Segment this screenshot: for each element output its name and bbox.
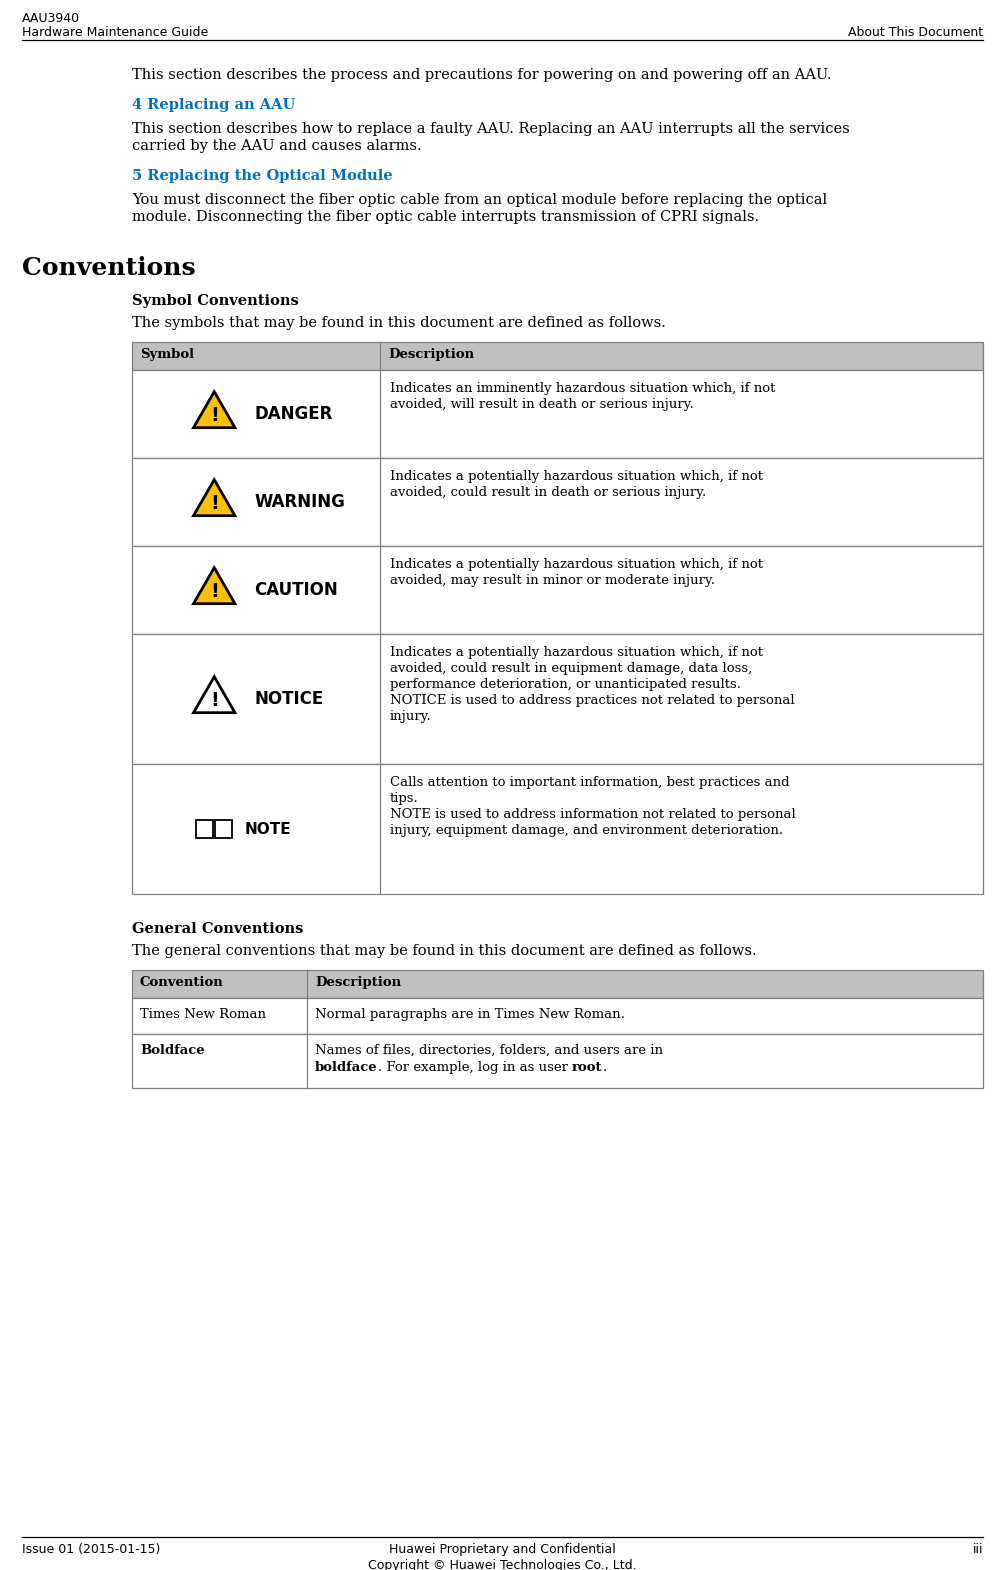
Text: CAUTION: CAUTION [254, 581, 338, 600]
Polygon shape [215, 820, 232, 838]
Text: Indicates an imminently hazardous situation which, if not: Indicates an imminently hazardous situat… [390, 382, 776, 396]
Text: boldface: boldface [315, 1061, 378, 1074]
Text: NOTE is used to address information not related to personal: NOTE is used to address information not … [390, 809, 796, 821]
Text: avoided, will result in death or serious injury.: avoided, will result in death or serious… [390, 399, 693, 411]
Text: Symbol Conventions: Symbol Conventions [132, 294, 298, 308]
Text: root: root [572, 1061, 602, 1074]
Text: Description: Description [388, 349, 474, 361]
Bar [132, 458, 983, 546]
Bar [132, 342, 983, 371]
Text: DANGER: DANGER [254, 405, 333, 422]
Text: This section describes the process and precautions for powering on and powering : This section describes the process and p… [132, 68, 831, 82]
Text: Indicates a potentially hazardous situation which, if not: Indicates a potentially hazardous situat… [390, 557, 763, 571]
Text: !: ! [210, 691, 219, 710]
Text: injury.: injury. [390, 710, 432, 724]
Text: WARNING: WARNING [254, 493, 345, 510]
Text: carried by the AAU and causes alarms.: carried by the AAU and causes alarms. [132, 140, 422, 152]
Text: Issue 01 (2015-01-15): Issue 01 (2015-01-15) [22, 1543, 161, 1556]
Text: About This Document: About This Document [848, 27, 983, 39]
Text: This section describes how to replace a faulty AAU. Replacing an AAU interrupts : This section describes how to replace a … [132, 122, 850, 137]
Polygon shape [196, 820, 213, 838]
Text: NOTICE: NOTICE [254, 689, 324, 708]
Text: !: ! [210, 495, 219, 513]
Text: Symbol: Symbol [140, 349, 194, 361]
Polygon shape [194, 568, 235, 604]
Text: !: ! [210, 407, 219, 425]
Text: 4 Replacing an AAU: 4 Replacing an AAU [132, 97, 295, 111]
Text: module. Disconnecting the fiber optic cable interrupts transmission of CPRI sign: module. Disconnecting the fiber optic ca… [132, 210, 759, 225]
Text: .: . [602, 1061, 607, 1074]
Text: Huawei Proprietary and Confidential: Huawei Proprietary and Confidential [389, 1543, 615, 1556]
Bar [132, 999, 983, 1035]
Text: Calls attention to important information, best practices and: Calls attention to important information… [390, 776, 790, 790]
Text: AAU3940: AAU3940 [22, 13, 80, 25]
Bar [132, 371, 983, 458]
Text: performance deterioration, or unanticipated results.: performance deterioration, or unanticipa… [390, 678, 741, 691]
Text: avoided, may result in minor or moderate injury.: avoided, may result in minor or moderate… [390, 575, 715, 587]
Bar [132, 1035, 983, 1088]
Text: Indicates a potentially hazardous situation which, if not: Indicates a potentially hazardous situat… [390, 645, 763, 659]
Text: Times New Roman: Times New Roman [140, 1008, 266, 1021]
Text: 5 Replacing the Optical Module: 5 Replacing the Optical Module [132, 170, 393, 184]
Text: iii: iii [973, 1543, 983, 1556]
Polygon shape [194, 677, 235, 713]
Text: Description: Description [315, 977, 401, 989]
Bar [132, 546, 983, 634]
Text: Copyright © Huawei Technologies Co., Ltd.: Copyright © Huawei Technologies Co., Ltd… [368, 1559, 636, 1570]
Polygon shape [194, 480, 235, 515]
Text: Hardware Maintenance Guide: Hardware Maintenance Guide [22, 27, 208, 39]
Text: Indicates a potentially hazardous situation which, if not: Indicates a potentially hazardous situat… [390, 469, 763, 484]
Text: Normal paragraphs are in Times New Roman.: Normal paragraphs are in Times New Roman… [315, 1008, 625, 1021]
Text: NOTE: NOTE [244, 821, 290, 837]
Bar [132, 970, 983, 999]
Bar [132, 765, 983, 893]
Text: injury, equipment damage, and environment deterioration.: injury, equipment damage, and environmen… [390, 824, 783, 837]
Bar [132, 634, 983, 765]
Text: You must disconnect the fiber optic cable from an optical module before replacin: You must disconnect the fiber optic cabl… [132, 193, 827, 207]
Text: General Conventions: General Conventions [132, 922, 304, 936]
Text: . For example, log in as user: . For example, log in as user [378, 1061, 572, 1074]
Text: Boldface: Boldface [140, 1044, 205, 1057]
Text: tips.: tips. [390, 791, 419, 805]
Text: Names of files, directories, folders, and users are in: Names of files, directories, folders, an… [315, 1044, 663, 1057]
Text: The general conventions that may be found in this document are defined as follow: The general conventions that may be foun… [132, 944, 757, 958]
Text: avoided, could result in equipment damage, data loss,: avoided, could result in equipment damag… [390, 663, 753, 675]
Text: !: ! [210, 582, 219, 601]
Text: NOTICE is used to address practices not related to personal: NOTICE is used to address practices not … [390, 694, 795, 707]
Text: avoided, could result in death or serious injury.: avoided, could result in death or seriou… [390, 487, 707, 499]
Text: Convention: Convention [140, 977, 224, 989]
Text: The symbols that may be found in this document are defined as follows.: The symbols that may be found in this do… [132, 316, 666, 330]
Text: Conventions: Conventions [22, 256, 196, 279]
Polygon shape [194, 391, 235, 427]
